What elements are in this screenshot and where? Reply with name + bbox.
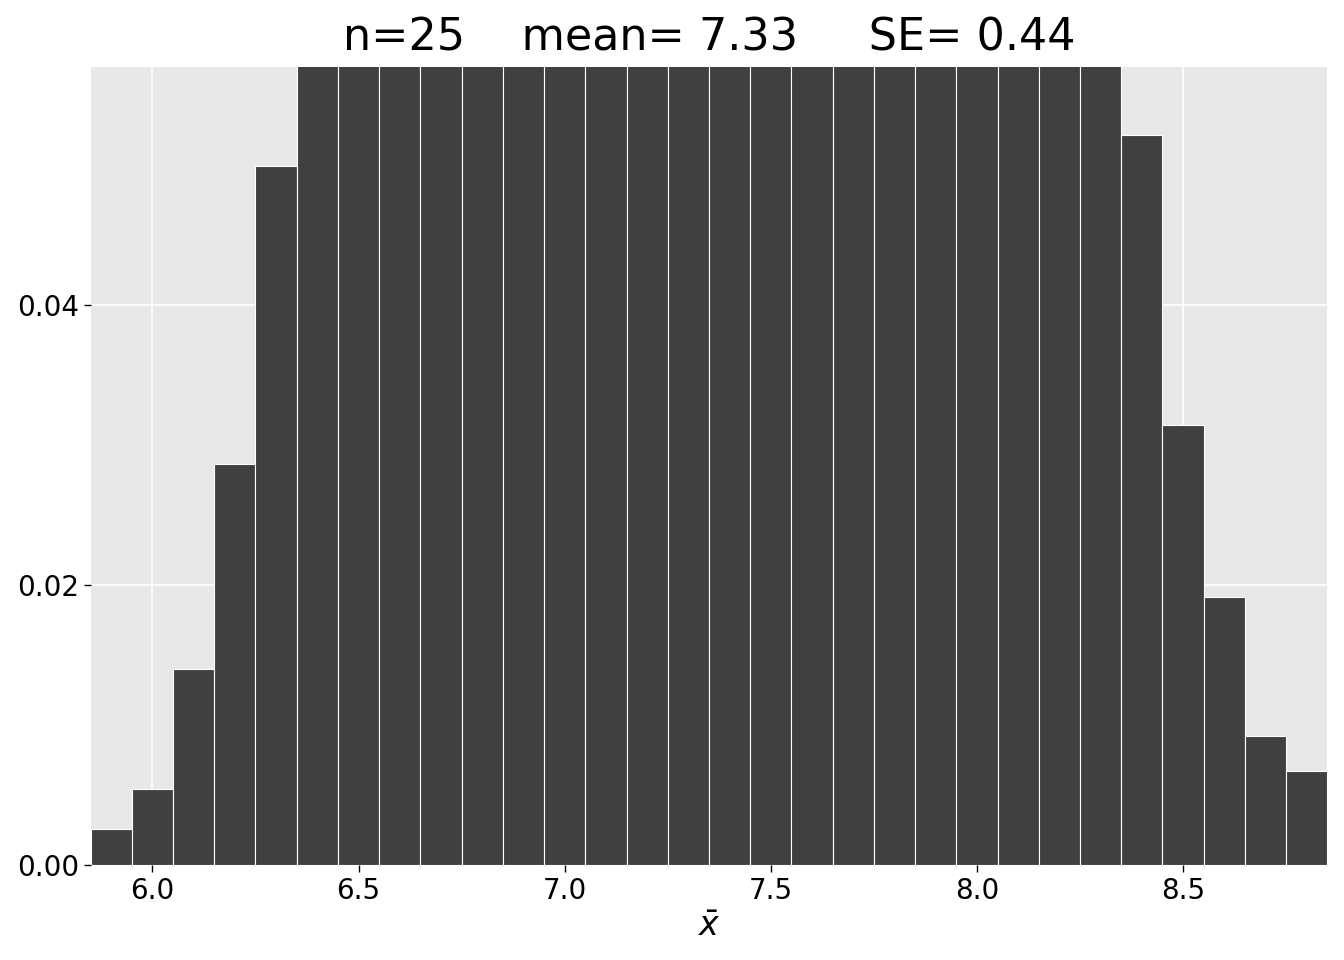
Bar — [544, 0, 585, 865]
Bar — [337, 0, 379, 865]
Bar — [874, 0, 915, 865]
Bar — [503, 0, 544, 865]
Bar — [997, 0, 1039, 865]
Bar — [461, 0, 503, 865]
Bar — [421, 0, 461, 865]
Bar — [585, 0, 626, 865]
Bar — [214, 465, 255, 865]
Bar — [668, 0, 710, 865]
Bar — [173, 669, 214, 865]
Bar — [255, 166, 297, 865]
Bar — [1204, 597, 1245, 865]
Bar — [626, 0, 668, 865]
Bar — [1163, 425, 1204, 865]
Bar — [1081, 0, 1121, 865]
Bar — [90, 828, 132, 865]
Bar — [1039, 0, 1081, 865]
Bar — [1121, 135, 1163, 865]
Bar — [132, 789, 173, 865]
Bar — [915, 0, 957, 865]
Title: n=25    mean= 7.33     SE= 0.44: n=25 mean= 7.33 SE= 0.44 — [343, 16, 1075, 60]
Bar — [1245, 736, 1286, 865]
Bar — [750, 0, 792, 865]
Bar — [379, 0, 421, 865]
Bar — [957, 0, 997, 865]
Bar — [1286, 771, 1328, 865]
Bar — [833, 0, 874, 865]
Bar — [297, 0, 337, 865]
X-axis label: $\bar{x}$: $\bar{x}$ — [698, 910, 720, 944]
Bar — [792, 0, 833, 865]
Bar — [710, 0, 750, 865]
